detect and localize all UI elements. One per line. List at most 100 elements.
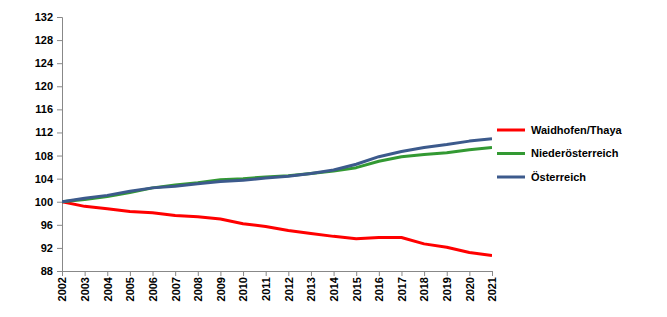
y-tick: 116 (35, 103, 62, 115)
y-tick-label: 104 (35, 173, 54, 185)
y-tick-mark (57, 17, 62, 18)
y-tick: 92 (41, 242, 62, 254)
x-tick-mark (424, 271, 425, 276)
x-axis-line (63, 272, 493, 277)
x-tick: 2006 (147, 271, 159, 301)
y-tick: 124 (35, 57, 62, 69)
x-tick-mark (288, 271, 289, 276)
legend-entry: Niederösterreich (497, 147, 619, 159)
x-tick: 2005 (124, 271, 136, 301)
x-tick: 2004 (102, 271, 114, 301)
x-tick-mark (379, 271, 380, 276)
x-tick-mark (198, 271, 199, 276)
y-tick-mark (57, 202, 62, 203)
y-tick: 120 (35, 80, 62, 92)
series-line (62, 202, 492, 256)
x-tick: 2008 (192, 271, 204, 301)
x-tick-mark (447, 271, 448, 276)
x-tick-label: 2020 (464, 277, 476, 301)
y-tick-mark (57, 109, 62, 110)
legend-label: Waidhofen/Thaya (531, 124, 623, 136)
y-tick: 100 (35, 196, 62, 208)
x-tick: 2010 (237, 271, 249, 301)
x-tick: 2018 (418, 271, 430, 301)
x-tick-label: 2003 (79, 277, 91, 301)
legend: Waidhofen/Thaya Niederösterreich Österreic… (497, 124, 623, 183)
x-tick-mark (311, 271, 312, 276)
y-tick-label: 116 (35, 103, 53, 115)
x-tick-mark (334, 271, 335, 276)
y-tick: 96 (41, 219, 62, 231)
x-tick-label: 2012 (283, 277, 295, 301)
y-tick-mark (57, 271, 62, 272)
y-tick-mark (57, 179, 62, 180)
y-tick-label: 96 (41, 219, 53, 231)
x-tick: 2014 (328, 271, 340, 301)
x-tick: 2007 (170, 271, 182, 301)
x-tick-label: 2005 (124, 277, 136, 301)
x-tick-mark (107, 271, 108, 276)
x-axis: 2002200320042005200620072008200920102011… (56, 271, 498, 301)
legend-label: Österreich (531, 171, 586, 183)
y-tick-mark (57, 40, 62, 41)
legend-swatch (497, 129, 525, 132)
x-tick: 2012 (283, 271, 295, 301)
x-tick-mark (401, 271, 402, 276)
y-tick-label: 124 (35, 57, 54, 69)
x-tick-label: 2017 (396, 277, 408, 301)
y-tick-mark (57, 63, 62, 64)
x-tick-label: 2004 (102, 276, 114, 301)
x-tick-label: 2010 (237, 277, 249, 301)
y-tick-label: 120 (35, 80, 53, 92)
chart: 8892961001041081121161201241281322002200… (0, 0, 667, 317)
legend-entry: Waidhofen/Thaya (497, 124, 623, 136)
x-tick: 2016 (373, 271, 385, 301)
y-tick-label: 100 (35, 196, 53, 208)
x-tick-label: 2015 (351, 277, 363, 301)
x-tick-mark (175, 271, 176, 276)
x-tick-mark (469, 271, 470, 276)
y-tick: 104 (35, 173, 62, 185)
legend-swatch (497, 176, 525, 179)
series-line (62, 147, 492, 201)
x-tick-label: 2009 (215, 277, 227, 301)
y-tick-mark (57, 132, 62, 133)
x-tick: 2003 (79, 271, 91, 301)
x-tick-mark (62, 271, 63, 276)
y-tick-mark (57, 86, 62, 87)
y-axis-line (57, 18, 63, 272)
x-tick-label: 2016 (373, 277, 385, 301)
y-tick-label: 92 (41, 242, 53, 254)
legend-entry: Österreich (497, 171, 586, 183)
x-tick: 2015 (351, 271, 363, 301)
x-tick-label: 2013 (305, 277, 317, 301)
x-tick-mark (85, 271, 86, 276)
series-line (62, 139, 492, 202)
x-tick-mark (220, 271, 221, 276)
y-tick: 132 (35, 11, 62, 23)
x-tick: 2009 (215, 271, 227, 301)
x-tick-label: 2011 (260, 277, 272, 301)
x-tick: 2017 (396, 271, 408, 301)
y-tick-label: 132 (35, 11, 53, 23)
x-tick: 2013 (305, 271, 317, 301)
x-tick-mark (153, 271, 154, 276)
y-tick-mark (57, 225, 62, 226)
x-tick: 2011 (260, 271, 272, 301)
lines (62, 139, 492, 256)
x-tick-label: 2014 (328, 276, 340, 301)
x-tick-mark (356, 271, 357, 276)
y-tick-label: 88 (41, 265, 53, 277)
x-tick-label: 2021 (486, 277, 498, 301)
y-tick: 112 (35, 126, 62, 138)
y-tick: 128 (35, 34, 62, 46)
legend-label: Niederösterreich (531, 147, 619, 159)
legend-swatch (497, 152, 525, 155)
y-tick-label: 128 (35, 34, 53, 46)
x-tick-label: 2007 (170, 277, 182, 301)
y-tick-mark (57, 248, 62, 249)
x-tick: 2020 (464, 271, 476, 301)
x-tick-label: 2019 (441, 277, 453, 301)
y-tick-label: 108 (35, 150, 53, 162)
y-tick-label: 112 (35, 126, 53, 138)
